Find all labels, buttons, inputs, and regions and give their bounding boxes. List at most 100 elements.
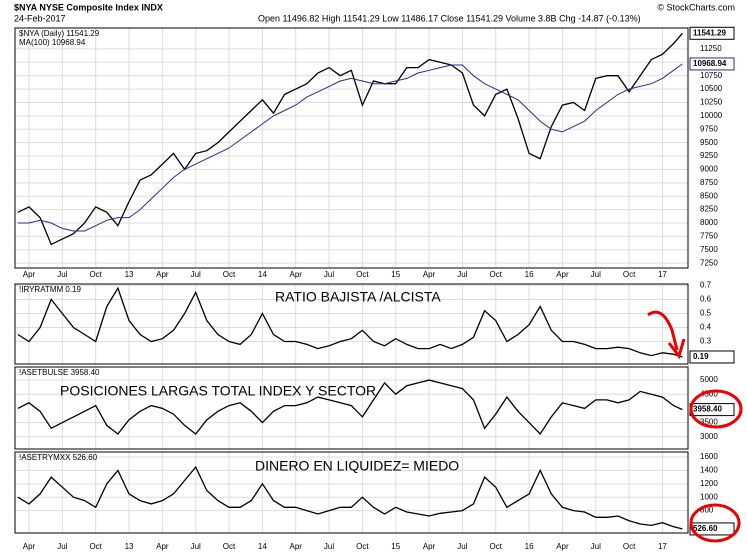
x-tick-label: 17 [658,270,667,279]
red-circle [689,389,743,429]
x-tick-label: Apr [423,270,436,279]
y-tick-label: 1400 [700,466,718,475]
x-tick-label: Oct [490,542,503,551]
y-tick-label: 7750 [700,232,718,241]
legend-entry: !ASETRYMXX 526.60 [19,453,98,462]
x-tick-label: Jul [457,542,467,551]
x-tick-label: Oct [89,270,102,279]
x-tick-label: Apr [156,542,169,551]
legend-entry: MA(100) 10968.94 [19,38,86,47]
y-tick-label: 3500 [700,418,718,427]
panel [15,367,688,449]
panel-frame [14,451,689,534]
y-tick-label: 8000 [700,218,718,227]
y-tick-label: 800 [700,506,714,515]
x-tick-label: Oct [223,270,236,279]
y-tick-label: 0.6 [700,295,712,304]
series-line [17,32,683,246]
chart-title: $NYA NYSE Composite Index INDX [14,2,163,12]
red-arrow [647,310,679,351]
y-tick-label: 0.5 [700,309,712,318]
y-tick-label: 7500 [700,245,718,254]
y-tick-label: 0.7 [700,281,712,290]
y-tick-label: 0.4 [700,323,712,332]
marks: 7250 7500 7750 8000 8250 8500 8750 9000 9250 9500… [14,26,735,551]
value-tag [689,57,735,71]
x-tick-label: Jul [591,542,601,551]
y-tick-label: 7250 [700,258,718,267]
x-tick-label: Apr [23,542,36,551]
y-tick-label: 10500 [700,84,723,93]
y-tick-label: 4500 [700,389,718,398]
y-tick-label: 8500 [700,191,718,200]
y-tick-label: 10750 [700,71,723,80]
x-tick-label: Jul [324,542,334,551]
y-tick-label: 8250 [700,205,718,214]
annotation: POSICIONES LARGAS TOTAL INDEX Y SECTOR [60,383,376,399]
x-tick-label: 13 [125,542,134,551]
series-line [17,63,683,232]
x-tick-label: Oct [356,270,369,279]
legend-entry: $NYA (Daily) 11541.29 [19,29,100,38]
x-tick-label: Apr [289,270,302,279]
panel [15,28,688,268]
value-tag [689,26,735,40]
y-tick-label: 10250 [700,98,723,107]
x-tick-label: Jul [191,542,201,551]
y-tick-label: 10000 [700,111,723,120]
value-tag [689,350,735,364]
x-tick-label: Jul [57,270,67,279]
x-tick-label: 16 [525,542,534,551]
x-tick-label: 14 [258,270,267,279]
value-label: 526.60 [693,524,718,533]
x-tick-label: Oct [623,542,636,551]
x-tick-label: 16 [525,270,534,279]
value-tag [689,522,735,536]
panel-frame [14,366,689,450]
x-tick-label: Oct [89,542,102,551]
y-tick-label: 5000 [700,375,718,384]
value-label: 0.19 [693,352,709,361]
quote: Open 11496.82 High 11541.29 Low 11486.17… [258,13,641,23]
x-tick-label: Jul [591,270,601,279]
value-label: 11541.29 [693,28,726,37]
x-tick-label: Jul [457,270,467,279]
x-tick-label: Apr [156,270,169,279]
y-tick-label: 9750 [700,124,718,133]
annotation: RATIO BAJISTA /ALCISTA [275,289,441,305]
value-label: 3958.40 [693,405,722,414]
legend-entry: !IRYRATMM 0.19 [19,285,81,294]
y-tick-label: 9000 [700,165,718,174]
y-tick-label: 8750 [700,178,718,187]
series-line [17,465,683,530]
red-arrowhead [667,338,686,360]
legend-entry: !ASETBULSE 3958.40 [19,368,100,377]
x-tick-label: 15 [391,542,400,551]
value-label: 10968.94 [693,59,727,68]
x-tick-label: Oct [356,542,369,551]
x-tick-label: 17 [658,542,667,551]
annotation: DINERO EN LIQUIDEZ= MIEDO [255,458,459,474]
series-line [17,379,683,436]
x-tick-label: Apr [556,270,569,279]
x-tick-label: 14 [258,542,267,551]
series-line [17,286,683,358]
x-tick-label: Jul [57,542,67,551]
y-tick-label: 3000 [700,432,718,441]
y-tick-label: 1000 [700,492,718,501]
panel-frame [14,283,689,365]
x-tick-label: Apr [423,542,436,551]
source: © StockCharts.com [657,2,735,12]
y-tick-label: 1200 [700,479,718,488]
x-tick-label: Oct [223,542,236,551]
x-tick-label: 15 [391,270,400,279]
x-tick-label: Oct [490,270,503,279]
y-tick-label: 11250 [700,44,722,53]
date: 24-Feb-2017 [14,13,66,23]
y-tick-label: 9250 [700,151,718,160]
x-tick-label: Oct [623,270,636,279]
x-tick-label: Apr [23,270,36,279]
panel [15,284,688,364]
